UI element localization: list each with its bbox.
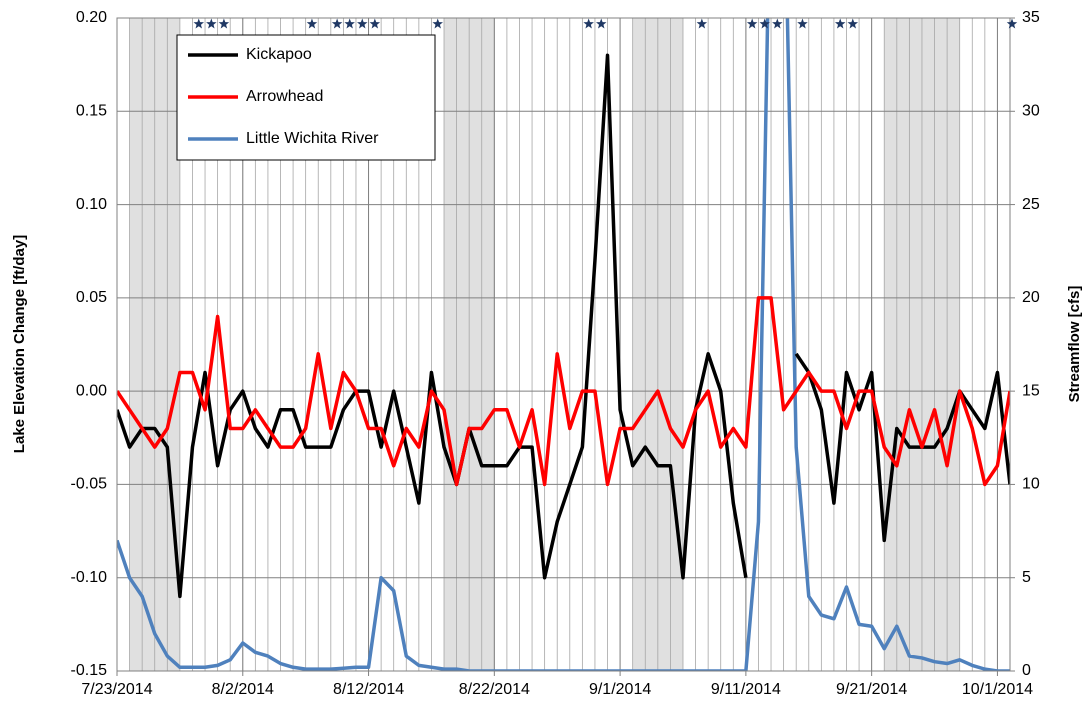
star-marker [797, 18, 808, 29]
y2-tick-label: 0 [1022, 662, 1031, 679]
star-marker [357, 18, 368, 29]
star-marker [596, 18, 607, 29]
y-tick-label: 0.20 [76, 9, 107, 26]
y2-tick-label: 10 [1022, 476, 1040, 493]
legend-label: Kickapoo [246, 46, 312, 63]
y-tick-label: 0.10 [76, 196, 107, 213]
star-marker [206, 18, 217, 29]
y2-tick-label: 35 [1022, 9, 1040, 26]
y-tick-label: -0.15 [71, 662, 108, 679]
star-marker [759, 18, 770, 29]
star-marker [696, 18, 708, 29]
lines [117, 18, 1010, 671]
star-marker [432, 18, 443, 29]
legend-label: Little Wichita River [246, 130, 379, 147]
foreground: 7/23/2014 8/2/2014 8/12/2014 8/22/2014 9/1/2… [71, 9, 1040, 698]
star-marker [218, 18, 230, 29]
x-tick-label: 10/1/2014 [962, 681, 1033, 698]
y-axis-title: Lake Elevation Change [ft/day] [11, 235, 28, 453]
x-tick-label: 7/23/2014 [81, 681, 152, 698]
star-marker [834, 18, 846, 29]
y2-tick-label: 25 [1022, 196, 1040, 213]
x-tick-label: 9/1/2014 [589, 681, 651, 698]
star-marker [306, 18, 318, 29]
star-marker [847, 18, 859, 29]
y2-tick-label: 5 [1022, 569, 1031, 586]
x-tick-label: 9/11/2014 [711, 681, 781, 698]
plot-frame [116, 17, 1011, 672]
x-tick-label: 8/22/2014 [459, 681, 530, 698]
star-marker [193, 18, 204, 29]
y-tick-label: -0.10 [71, 569, 108, 586]
y-tick-label: 0.00 [76, 382, 107, 399]
star-marker [772, 18, 783, 29]
star-marker [583, 18, 594, 29]
y-tick-label: 0.05 [76, 289, 107, 306]
star-marker [369, 18, 381, 29]
y2-axis-title: Streamflow [cfs] [1066, 286, 1083, 403]
star-marker [331, 18, 343, 29]
x-tick-label: 8/12/2014 [333, 681, 404, 698]
y-tick-label: -0.05 [71, 476, 108, 493]
y2-tick-label: 15 [1022, 382, 1040, 399]
legend-label: Arrowhead [246, 88, 323, 105]
star-marker [1006, 18, 1018, 29]
x-tick-label: 9/21/2014 [836, 681, 907, 698]
star-marker [746, 18, 758, 29]
series-line [117, 296, 1010, 487]
series-line [117, 18, 1010, 671]
y-tick-label: 0.15 [76, 103, 107, 120]
star-marker [344, 18, 355, 29]
y2-tick-label: 30 [1022, 103, 1040, 120]
y2-tick-label: 20 [1022, 289, 1040, 306]
x-tick-label: 8/2/2014 [212, 681, 274, 698]
